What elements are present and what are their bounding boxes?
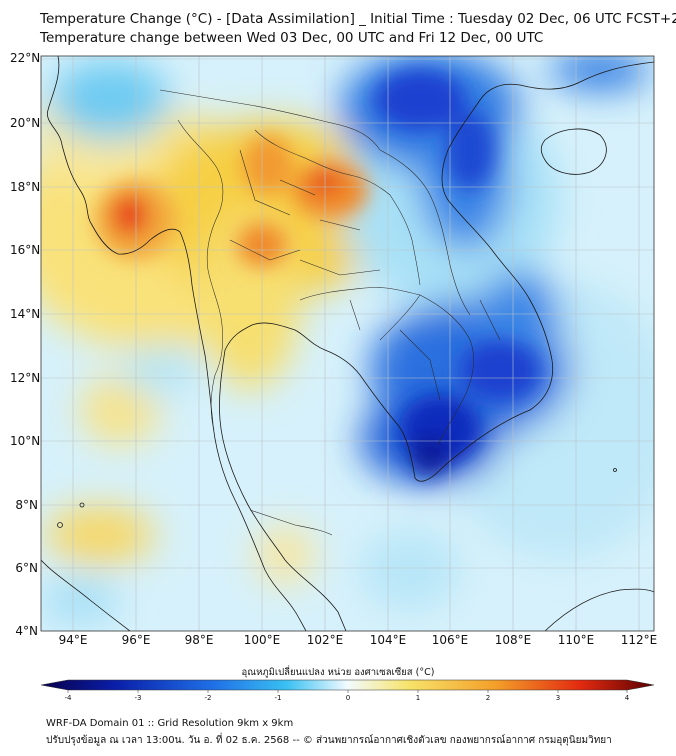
lon-label: 102°E — [306, 633, 344, 647]
colorbar-tick-marks — [67, 690, 628, 693]
lat-label: 18°N — [10, 180, 41, 194]
lon-label: 96°E — [121, 633, 151, 647]
map-gridlines — [41, 56, 654, 631]
lat-label: 22°N — [10, 51, 41, 65]
lat-label: 8°N — [15, 498, 38, 512]
colorbar-tick: 2 — [485, 694, 491, 702]
map-frame — [40, 55, 655, 632]
lat-label: 6°N — [15, 561, 38, 575]
colorbar-label: อุณหภูมิเปลี่ยนแปลง หน่วย องศาเซลเซียส (… — [241, 667, 435, 678]
coastlines — [41, 56, 654, 631]
borders — [159, 89, 501, 536]
colorbar-tick: 0 — [345, 694, 351, 702]
chart-title: Temperature Change (°C) - [Data Assimila… — [40, 11, 676, 27]
lon-label: 112°E — [620, 633, 658, 647]
lat-label: 14°N — [10, 307, 41, 321]
colorbar-tick: 4 — [624, 694, 630, 702]
colorbar-tick: -4 — [64, 694, 72, 702]
lat-label: 16°N — [10, 243, 41, 257]
colorbar-tick: 3 — [555, 694, 561, 702]
lon-label: 98°E — [184, 633, 214, 647]
lon-label: 106°E — [431, 633, 469, 647]
lat-label: 20°N — [10, 116, 41, 130]
colorbar — [40, 679, 655, 693]
lon-label: 108°E — [494, 633, 532, 647]
chart-subtitle: Temperature change between Wed 03 Dec, 0… — [40, 30, 544, 46]
lat-label: 10°N — [10, 434, 41, 448]
lon-label: 104°E — [369, 633, 407, 647]
colorbar-tick: -3 — [134, 694, 142, 702]
footer-credit: ปรับปรุงข้อมูล ณ เวลา 13:00น. วัน อ. ที่… — [46, 735, 612, 746]
lon-label: 100°E — [243, 633, 281, 647]
lon-label: 94°E — [58, 633, 88, 647]
lat-label: 4°N — [15, 624, 38, 638]
lat-label: 12°N — [10, 371, 41, 385]
colorbar-tick: -2 — [204, 694, 212, 702]
footer-model-info: WRF-DA Domain 01 :: Grid Resolution 9km … — [46, 718, 294, 729]
lon-label: 110°E — [557, 633, 595, 647]
colorbar-tick: 1 — [415, 694, 421, 702]
colorbar-tick: -1 — [274, 694, 282, 702]
